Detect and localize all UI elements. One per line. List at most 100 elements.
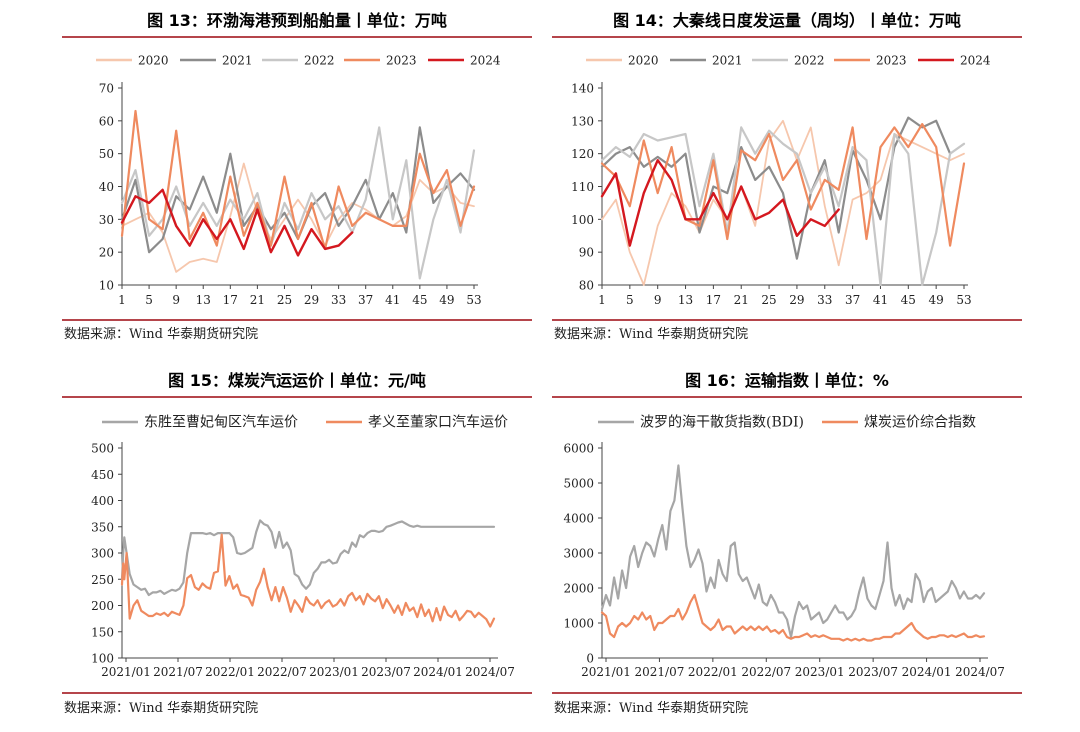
legend-item: 2023 [834,54,907,68]
bottom-rule [62,319,532,321]
x-tick-label: 17 [706,293,721,307]
legend-label: 2020 [628,54,659,68]
series-line [601,119,965,286]
legend-label: 波罗的海干散货指数(BDI) [640,414,804,431]
legend-item: 2024 [918,54,991,68]
legend-label: 2023 [386,54,417,68]
x-tick-label: 25 [761,293,776,307]
legend-label: 2024 [470,54,501,68]
title-rule [552,36,1022,38]
x-tick-label: 2021/07 [634,665,684,679]
x-tick-label: 2023/07 [361,665,411,679]
x-tick-label: 5 [626,293,634,307]
chart-15-svg: 东胜至曹妃甸区汽车运价 孝义至董家口汽车运价 100 150 200 250 300 350 4… [91,414,515,680]
legend-label: 2022 [304,54,335,68]
series-line [120,126,476,280]
x-tick-label: 2021/01 [581,665,631,679]
x-tick-label: 17 [223,293,238,307]
y-tick-label: 500 [91,442,114,456]
y-tick-label: 40 [99,180,114,194]
x-tick-label: 49 [929,293,944,307]
x-tick-label: 21 [250,293,265,307]
x-tick-label: 2022/01 [205,665,255,679]
x-tick-label: 29 [304,293,319,307]
legend-label: 2024 [960,54,991,68]
y-tick-label: 30 [99,213,114,227]
y-tick-label: 6000 [563,442,594,456]
x-tick-label: 2024/07 [955,665,1005,679]
x-tick-label: 2023/07 [848,665,898,679]
bottom-rule [552,692,1022,694]
x-tick-label: 2021/01 [101,665,151,679]
y-tick-label: 1000 [563,617,594,631]
legend-label: 孝义至董家口汽车运价 [368,414,508,431]
series-line [120,519,496,597]
series-line [600,159,840,247]
y-tick-label: 100 [571,213,594,227]
legend-item: 波罗的海干散货指数(BDI) [598,414,804,431]
x-tick-label: 2024/07 [465,665,515,679]
x-tick-label: 37 [845,293,860,307]
x-tick-label: 2021/07 [153,665,203,679]
legend-item: 2020 [96,54,169,68]
y-tick-label: 300 [91,547,114,561]
x-tick-label: 2024/01 [902,665,952,679]
y-tick-label: 3000 [563,547,594,561]
x-tick-label: 53 [956,293,971,307]
x-tick-label: 9 [654,293,662,307]
series-line [600,126,966,287]
legend-item: 煤炭运价综合指数 [822,415,976,431]
y-tick-label: 100 [91,652,114,666]
legend-label: 2021 [222,54,253,68]
series-line [121,162,475,273]
legend-item: 2022 [262,54,335,68]
y-tick-label: 450 [91,468,114,482]
y-tick-label: 70 [99,82,114,96]
source-note: 数据来源：Wind 华泰期货研究院 [64,327,259,342]
legend-item: 2022 [752,54,825,68]
title-rule [62,36,532,38]
legend-label: 2021 [712,54,743,68]
y-tick-label: 60 [99,114,114,128]
source-note: 数据来源：Wind 华泰期货研究院 [554,327,749,342]
y-tick-label: 130 [571,114,594,128]
y-tick-label: 110 [571,180,594,194]
x-tick-label: 2022/01 [688,665,738,679]
x-tick-label: 13 [196,293,211,307]
bottom-rule [552,319,1022,321]
x-tick-label: 29 [789,293,804,307]
series-line [600,593,986,642]
x-tick-label: 41 [873,293,888,307]
y-tick-label: 10 [99,279,114,293]
series-line [120,188,354,257]
x-tick-label: 9 [172,293,180,307]
y-tick-label: 80 [579,279,594,293]
y-tick-label: 400 [91,494,114,508]
y-tick-label: 4000 [563,512,594,526]
series-line [600,123,966,247]
y-tick-label: 200 [91,599,114,613]
y-tick-label: 90 [579,246,594,260]
x-tick-label: 2022/07 [257,665,307,679]
legend-label: 煤炭运价综合指数 [864,415,976,431]
x-tick-label: 1 [118,293,126,307]
series-line [120,109,476,250]
y-tick-label: 0 [586,652,594,666]
chart-14-svg: 2020 2021 2022 2023 2024 80 90 100 110 120 130 140 1… [571,54,991,308]
y-tick-label: 20 [99,246,114,260]
y-tick-label: 250 [91,573,114,587]
y-tick-label: 150 [91,625,114,639]
x-tick-label: 2022/07 [741,665,791,679]
x-tick-label: 33 [331,293,346,307]
y-tick-label: 120 [571,147,594,161]
legend-item: 2024 [428,54,501,68]
bottom-rule [62,692,532,694]
legend-item: 2020 [586,54,659,68]
x-tick-label: 2023/01 [795,665,845,679]
x-tick-label: 45 [901,293,916,307]
title-rule [552,396,1022,398]
chart-title: 图 16：运输指数丨单位：% [685,371,889,390]
x-tick-label: 25 [277,293,292,307]
x-tick-label: 37 [358,293,373,307]
x-tick-label: 53 [466,293,481,307]
